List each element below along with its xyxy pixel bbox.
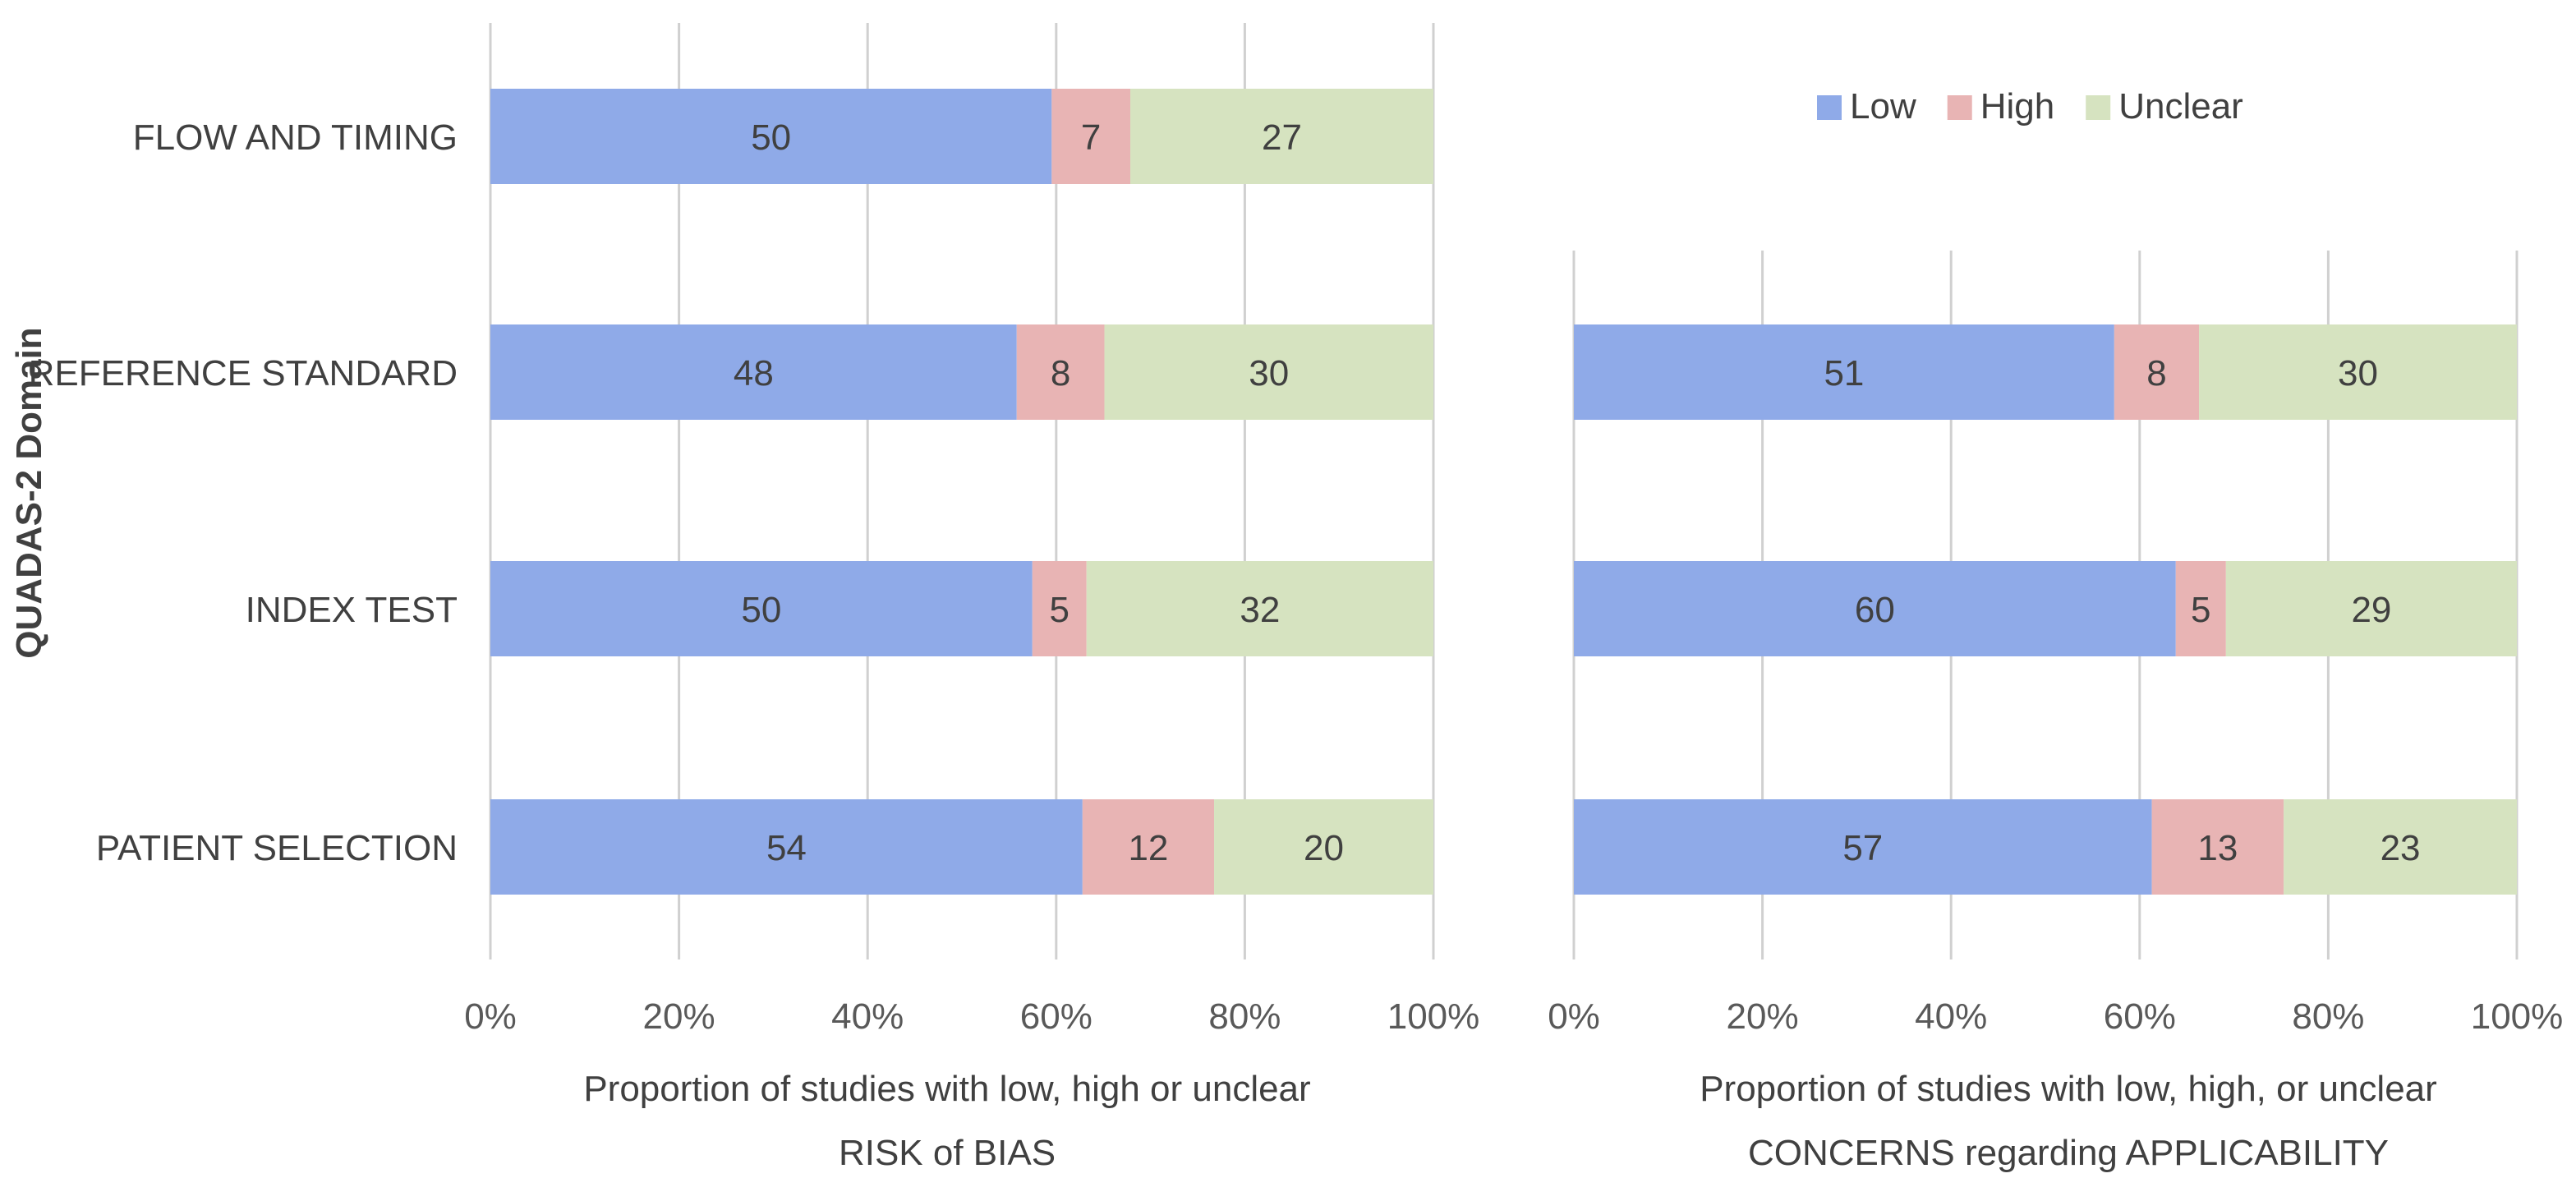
bias-x-axis-title: Proportion of studies with low, high or …: [583, 1069, 1310, 1109]
legend-label-low: Low: [1850, 86, 1916, 127]
applicability-x-tick-label: 40%: [1915, 996, 1987, 1037]
bias-x-tick-label: 100%: [1387, 996, 1480, 1037]
legend-swatch-high: [1947, 95, 1972, 120]
applicability-data-label-reference-standard-unclear: 30: [2338, 353, 2378, 393]
category-label-reference-standard: REFERENCE STANDARD: [29, 353, 458, 393]
applicability-bar-index-test-high: [2175, 561, 2226, 656]
applicability-data-label-patient-selection-high: 13: [2197, 828, 2238, 868]
applicability-data-label-index-test-low: 60: [1855, 590, 1895, 630]
applicability-data-label-reference-standard-high: 8: [2146, 353, 2166, 393]
y-axis-title: QUADAS-2 Domain: [9, 327, 49, 658]
applicability-data-label-index-test-high: 5: [2191, 590, 2210, 630]
legend-label-unclear: Unclear: [2118, 86, 2243, 127]
applicability-bar-reference-standard-low: [1574, 324, 2114, 420]
bias-bar-flow-and-timing-unclear: [1130, 89, 1433, 184]
bias-data-label-index-test-unclear: 32: [1240, 590, 1280, 630]
applicability-x-tick-label: 0%: [1548, 996, 1600, 1037]
bias-bar-flow-and-timing-low: [490, 89, 1052, 184]
applicability-data-label-index-test-unclear: 29: [2351, 590, 2391, 630]
applicability-x-axis-title: CONCERNS regarding APPLICABILITY: [1748, 1133, 2389, 1173]
applicability-bar-patient-selection-low: [1574, 799, 2152, 895]
bias-bar-reference-standard-low: [490, 324, 1017, 420]
applicability-data-label-reference-standard-low: 51: [1824, 353, 1864, 393]
bias-data-label-reference-standard-unclear: 30: [1249, 353, 1289, 393]
bias-x-tick-label: 40%: [831, 996, 904, 1037]
applicability-x-axis-title: Proportion of studies with low, high, or…: [1700, 1069, 2437, 1109]
bias-x-tick-label: 20%: [643, 996, 715, 1037]
bias-bar-patient-selection-high: [1082, 799, 1215, 895]
applicability-data-label-patient-selection-low: 57: [1842, 828, 1883, 868]
applicability-x-tick-label: 100%: [2471, 996, 2564, 1037]
bias-x-axis-title: RISK of BIAS: [839, 1133, 1056, 1173]
bias-data-label-flow-and-timing-unclear: 27: [1262, 117, 1302, 158]
bias-bar-flow-and-timing-high: [1051, 89, 1130, 184]
bias-x-tick-label: 80%: [1208, 996, 1281, 1037]
bias-data-label-patient-selection-low: 54: [766, 828, 807, 868]
bias-bar-patient-selection-unclear: [1214, 799, 1433, 895]
category-label-flow-and-timing: FLOW AND TIMING: [133, 117, 458, 158]
applicability-bar-index-test-unclear: [2225, 561, 2517, 656]
bias-data-label-flow-and-timing-high: 7: [1081, 117, 1101, 158]
legend-swatch-low: [1817, 95, 1842, 120]
applicability-x-tick-label: 60%: [2104, 996, 2176, 1037]
applicability-data-label-patient-selection-unclear: 23: [2380, 828, 2421, 868]
bias-bar-index-test-unclear: [1086, 561, 1433, 656]
category-label-index-test: INDEX TEST: [246, 590, 458, 630]
applicability-bar-reference-standard-unclear: [2199, 324, 2517, 420]
bias-bar-index-test-high: [1032, 561, 1087, 656]
applicability-x-tick-label: 20%: [1727, 996, 1799, 1037]
bias-data-label-index-test-high: 5: [1050, 590, 1070, 630]
bias-bar-reference-standard-unclear: [1104, 324, 1433, 420]
bias-data-label-index-test-low: 50: [741, 590, 781, 630]
bias-bar-reference-standard-high: [1016, 324, 1105, 420]
bias-data-label-flow-and-timing-low: 50: [751, 117, 791, 158]
bias-data-label-patient-selection-high: 12: [1128, 828, 1168, 868]
applicability-bar-patient-selection-unclear: [2284, 799, 2517, 895]
applicability-bar-patient-selection-high: [2151, 799, 2284, 895]
legend-label-high: High: [1980, 86, 2055, 127]
bias-x-tick-label: 0%: [464, 996, 517, 1037]
applicability-bar-reference-standard-high: [2114, 324, 2200, 420]
bias-bar-index-test-low: [490, 561, 1033, 656]
bias-x-tick-label: 60%: [1020, 996, 1092, 1037]
bias-data-label-patient-selection-unclear: 20: [1304, 828, 1344, 868]
bias-bar-patient-selection-low: [490, 799, 1083, 895]
bias-data-label-reference-standard-low: 48: [734, 353, 774, 393]
applicability-x-tick-label: 80%: [2292, 996, 2364, 1037]
applicability-bar-index-test-low: [1574, 561, 2176, 656]
category-label-patient-selection: PATIENT SELECTION: [96, 828, 458, 868]
bias-data-label-reference-standard-high: 8: [1051, 353, 1070, 393]
legend-swatch-unclear: [2086, 95, 2111, 120]
